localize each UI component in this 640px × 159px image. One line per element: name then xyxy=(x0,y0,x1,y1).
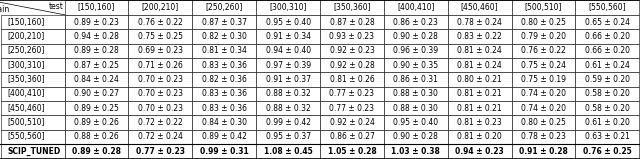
Text: test: test xyxy=(49,2,63,11)
Text: train: train xyxy=(0,5,10,14)
